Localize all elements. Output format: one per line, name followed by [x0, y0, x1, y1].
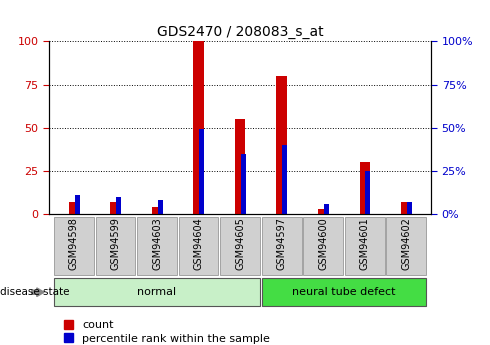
Bar	[360, 162, 370, 214]
Title: GDS2470 / 208083_s_at: GDS2470 / 208083_s_at	[157, 25, 323, 39]
FancyBboxPatch shape	[54, 217, 94, 275]
Bar	[318, 209, 328, 214]
Bar	[152, 207, 162, 214]
FancyBboxPatch shape	[179, 217, 219, 275]
Bar	[194, 41, 204, 214]
Text: GSM94601: GSM94601	[360, 217, 370, 270]
Text: neural tube defect: neural tube defect	[292, 287, 396, 297]
FancyBboxPatch shape	[345, 217, 385, 275]
Bar	[401, 202, 412, 214]
FancyBboxPatch shape	[220, 217, 260, 275]
Text: GSM94605: GSM94605	[235, 217, 245, 270]
Text: GSM94602: GSM94602	[401, 217, 411, 270]
Text: GSM94600: GSM94600	[318, 217, 328, 270]
Bar	[74, 195, 79, 214]
FancyBboxPatch shape	[54, 278, 260, 306]
Bar	[158, 200, 163, 214]
Bar	[276, 76, 287, 214]
Bar	[199, 129, 204, 214]
FancyBboxPatch shape	[262, 217, 301, 275]
FancyBboxPatch shape	[386, 217, 426, 275]
FancyBboxPatch shape	[303, 217, 343, 275]
Legend: count, percentile rank within the sample: count, percentile rank within the sample	[64, 320, 270, 344]
Bar	[235, 119, 245, 214]
Text: disease state: disease state	[0, 287, 70, 297]
Bar	[241, 154, 245, 214]
Bar	[324, 204, 329, 214]
Bar	[116, 197, 121, 214]
Bar	[69, 202, 79, 214]
Text: GSM94604: GSM94604	[194, 217, 203, 270]
Bar	[407, 202, 412, 214]
Text: GSM94603: GSM94603	[152, 217, 162, 270]
Bar	[366, 171, 370, 214]
Text: GSM94598: GSM94598	[69, 217, 79, 270]
FancyBboxPatch shape	[262, 278, 426, 306]
Text: GSM94599: GSM94599	[110, 217, 121, 270]
Bar	[282, 145, 287, 214]
FancyBboxPatch shape	[96, 217, 135, 275]
Text: GSM94597: GSM94597	[277, 217, 287, 270]
FancyBboxPatch shape	[137, 217, 177, 275]
Bar	[110, 202, 121, 214]
Text: normal: normal	[138, 287, 176, 297]
